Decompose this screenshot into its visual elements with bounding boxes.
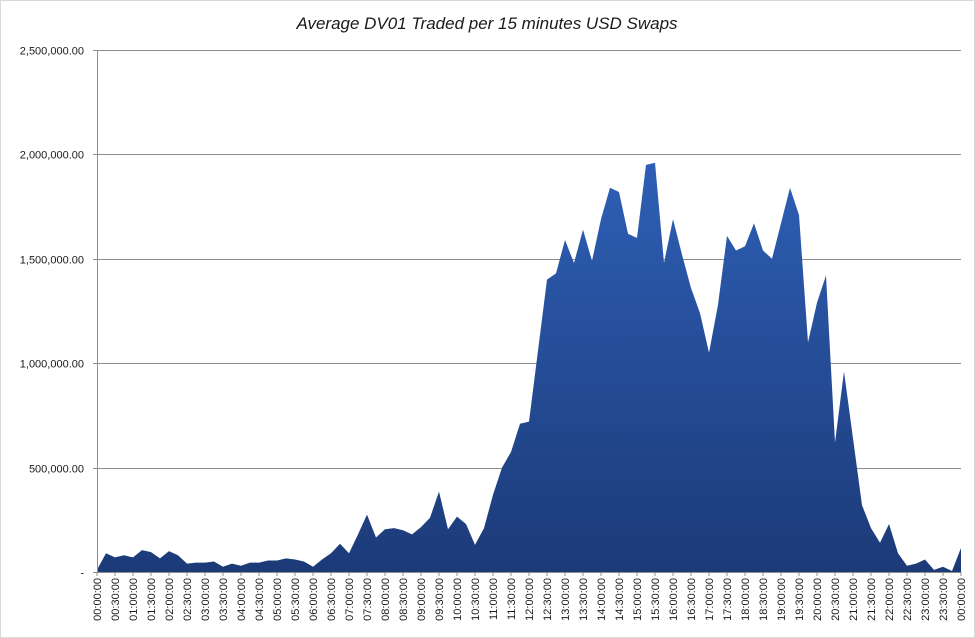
x-tick-label: 01:00:00 bbox=[128, 578, 140, 621]
x-tick-label: 13:30:00 bbox=[578, 578, 590, 621]
x-tick-label: 11:30:00 bbox=[506, 578, 518, 620]
x-tick-label: 14:30:00 bbox=[614, 578, 626, 621]
x-tick-label: 01:30:00 bbox=[146, 578, 158, 621]
x-tick-label: 10:00:00 bbox=[452, 578, 464, 621]
x-tick-label: 16:00:00 bbox=[668, 578, 680, 621]
x-tick-label: 00:00:00 bbox=[92, 578, 104, 621]
x-tick-label: 06:30:00 bbox=[326, 578, 338, 621]
x-tick-label: 09:00:00 bbox=[416, 578, 428, 621]
x-tick-label: 07:00:00 bbox=[344, 578, 356, 621]
x-tick-label: 00:00:00 bbox=[956, 578, 968, 621]
x-tick-label: 05:00:00 bbox=[272, 578, 284, 621]
x-tick-label: 05:30:00 bbox=[290, 578, 302, 621]
x-tick-label: 20:30:00 bbox=[830, 578, 842, 621]
x-tick-label: 15:00:00 bbox=[632, 578, 644, 621]
x-tick-label: 10:30:00 bbox=[470, 578, 482, 621]
x-tick-label: 07:30:00 bbox=[362, 578, 374, 621]
x-tick-label: 16:30:00 bbox=[686, 578, 698, 621]
x-tick-label: 12:00:00 bbox=[524, 578, 536, 621]
x-tick-label: 03:00:00 bbox=[200, 578, 212, 621]
x-tick-label: 22:30:00 bbox=[902, 578, 914, 621]
x-tick-label: 15:30:00 bbox=[650, 578, 662, 621]
x-tick-label: 19:30:00 bbox=[794, 578, 806, 621]
x-tick-label: 17:00:00 bbox=[704, 578, 716, 621]
x-tick-label: 21:30:00 bbox=[866, 578, 878, 621]
x-tick-label: 09:30:00 bbox=[434, 578, 446, 621]
x-tick-label: 04:00:00 bbox=[236, 578, 248, 621]
x-tick-label: 00:30:00 bbox=[110, 578, 122, 621]
x-tick-label: 20:00:00 bbox=[812, 578, 824, 621]
x-tick-label: 14:00:00 bbox=[596, 578, 608, 621]
chart-title: Average DV01 Traded per 15 minutes USD S… bbox=[295, 14, 678, 33]
axes bbox=[93, 50, 962, 576]
x-tick-label: 17:30:00 bbox=[722, 578, 734, 621]
y-tick-label: 500,000.00 bbox=[29, 464, 84, 476]
x-tick-label: 18:00:00 bbox=[740, 578, 752, 621]
x-tick-label: 13:00:00 bbox=[560, 578, 572, 621]
y-axis-tick-labels: - 500,000.00 1,000,000.00 1,500,000.00 2,000… bbox=[20, 46, 85, 580]
x-tick-label: 02:30:00 bbox=[182, 578, 194, 621]
x-tick-label: 21:00:00 bbox=[848, 578, 860, 621]
x-tick-label: 06:00:00 bbox=[308, 578, 320, 621]
x-tick-label: 19:00:00 bbox=[776, 578, 788, 621]
y-tick-label: 2,000,000.00 bbox=[20, 150, 84, 162]
y-tick-label: 1,500,000.00 bbox=[20, 255, 84, 267]
x-tick-label: 03:30:00 bbox=[218, 578, 230, 621]
y-tick-label: 2,500,000.00 bbox=[20, 46, 84, 58]
x-tick-label: 02:00:00 bbox=[164, 578, 176, 621]
x-axis-tick-labels: 00:00:00 00:30:00 01:00:00 01:30:00 02:00:00… bbox=[92, 578, 968, 621]
x-tick-label: 22:00:00 bbox=[884, 578, 896, 621]
x-tick-label: 18:30:00 bbox=[758, 578, 770, 621]
y-tick-label: 1,000,000.00 bbox=[20, 359, 84, 371]
y-tick-label: - bbox=[80, 568, 84, 580]
x-tick-label: 04:30:00 bbox=[254, 578, 266, 621]
x-tick-label: 23:00:00 bbox=[920, 578, 932, 621]
x-tick-label: 08:00:00 bbox=[380, 578, 392, 621]
x-tick-label: 11:00:00 bbox=[488, 578, 500, 620]
area-series-fill bbox=[97, 162, 961, 572]
x-tick-label: 12:30:00 bbox=[542, 578, 554, 621]
x-tick-label: 23:30:00 bbox=[938, 578, 950, 621]
area-series bbox=[97, 162, 961, 572]
x-tick-label: 08:30:00 bbox=[398, 578, 410, 621]
